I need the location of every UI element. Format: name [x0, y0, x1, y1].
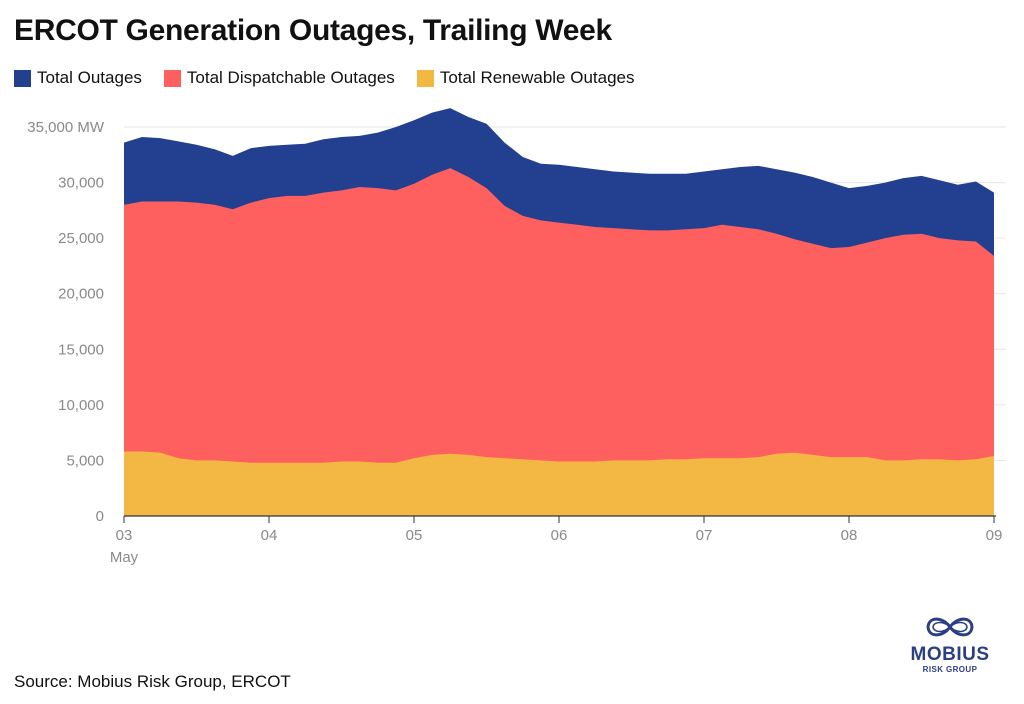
legend-item-renewable-outages[interactable]: Total Renewable Outages	[416, 68, 635, 88]
legend-label-dispatchable-outages: Total Dispatchable Outages	[186, 68, 395, 87]
chart-title: ERCOT Generation Outages, Trailing Week	[14, 14, 612, 47]
logo-name: MOBIUS	[910, 644, 990, 665]
x-tick-label: 03	[116, 527, 133, 544]
y-tick-label: 30,000	[58, 175, 104, 192]
legend-swatch-renewable-outages	[416, 69, 434, 87]
mobius-logo: MOBIUS RISK GROUP	[908, 614, 992, 674]
x-tick-label: 06	[551, 527, 568, 544]
area-total-dispatchable-outages	[124, 168, 994, 516]
y-tick-label: 15,000	[58, 341, 104, 358]
legend-swatch-dispatchable-outages	[163, 69, 181, 87]
area-total-renewable-outages	[124, 451, 994, 516]
y-tick-label: 5,000	[66, 452, 104, 469]
legend-label-renewable-outages: Total Renewable Outages	[439, 68, 635, 87]
y-tick-label: 0	[96, 508, 104, 525]
legend-item-total-outages[interactable]: Total Outages	[14, 68, 142, 88]
source-note: Source: Mobius Risk Group, ERCOT	[14, 672, 291, 691]
legend-item-dispatchable-outages[interactable]: Total Dispatchable Outages	[163, 68, 395, 88]
y-tick-label: 20,000	[58, 286, 104, 303]
y-tick-label: 10,000	[58, 397, 104, 414]
logo-subtitle: RISK GROUP	[922, 665, 978, 674]
x-tick-label: 05	[406, 527, 423, 544]
outages-area-chart: 0 5,000 10,000 15,000 20,000 25,000 30,000 35,0…	[27, 108, 1006, 566]
x-tick-label: 08	[841, 527, 858, 544]
mobius-infinity-icon	[926, 617, 974, 637]
legend-swatch-total-outages	[14, 69, 31, 87]
y-tick-label: 25,000	[58, 230, 104, 247]
x-tick-label: 04	[261, 527, 278, 544]
legend-label-total-outages: Total Outages	[37, 68, 142, 87]
chart-legend: Total Outages Total Dispatchable Outages…	[14, 68, 635, 88]
x-tick-sublabel: May	[110, 549, 139, 566]
x-tick-label: 09	[986, 527, 1003, 544]
y-tick-label: 35,000 MW	[27, 119, 105, 136]
x-tick-label: 07	[696, 527, 713, 544]
